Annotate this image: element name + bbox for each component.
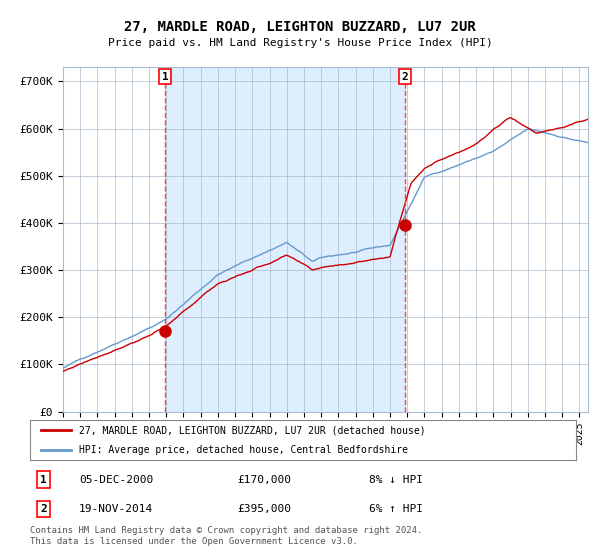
Text: 27, MARDLE ROAD, LEIGHTON BUZZARD, LU7 2UR: 27, MARDLE ROAD, LEIGHTON BUZZARD, LU7 2… bbox=[124, 20, 476, 34]
Text: 1: 1 bbox=[161, 72, 168, 82]
Bar bbox=[165, 67, 405, 412]
Text: 2: 2 bbox=[402, 72, 409, 82]
Text: £395,000: £395,000 bbox=[238, 504, 292, 514]
Text: 27, MARDLE ROAD, LEIGHTON BUZZARD, LU7 2UR (detached house): 27, MARDLE ROAD, LEIGHTON BUZZARD, LU7 2… bbox=[79, 425, 426, 435]
Text: 19-NOV-2014: 19-NOV-2014 bbox=[79, 504, 154, 514]
Text: 2: 2 bbox=[40, 504, 47, 514]
Text: £170,000: £170,000 bbox=[238, 474, 292, 484]
Text: 8% ↓ HPI: 8% ↓ HPI bbox=[368, 474, 422, 484]
Text: 05-DEC-2000: 05-DEC-2000 bbox=[79, 474, 154, 484]
Text: 1: 1 bbox=[40, 474, 47, 484]
Text: Price paid vs. HM Land Registry's House Price Index (HPI): Price paid vs. HM Land Registry's House … bbox=[107, 38, 493, 48]
Text: Contains HM Land Registry data © Crown copyright and database right 2024.
This d: Contains HM Land Registry data © Crown c… bbox=[30, 526, 422, 546]
Text: 6% ↑ HPI: 6% ↑ HPI bbox=[368, 504, 422, 514]
Text: HPI: Average price, detached house, Central Bedfordshire: HPI: Average price, detached house, Cent… bbox=[79, 445, 408, 455]
